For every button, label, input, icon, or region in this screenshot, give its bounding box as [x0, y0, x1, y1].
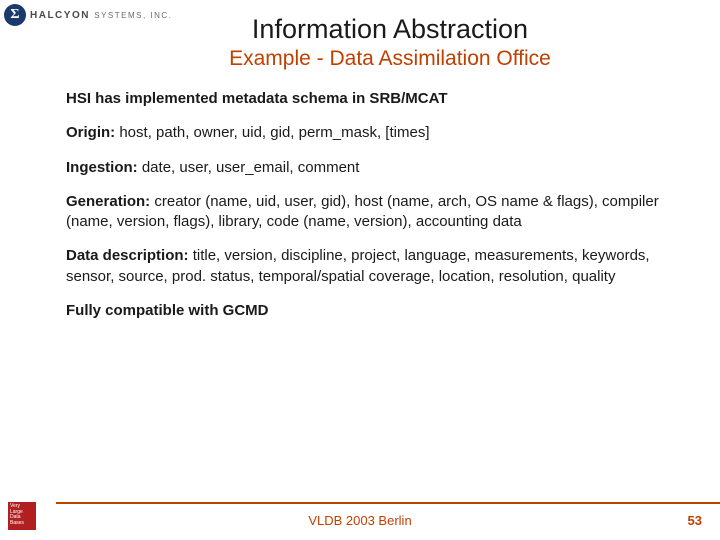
item-text: creator (name, uid, user, gid), host (na…	[66, 193, 659, 230]
list-item: Ingestion: date, user, user_email, comme…	[66, 158, 674, 178]
list-item: Data description: title, version, discip…	[66, 246, 674, 287]
logo-name: HALCYON	[30, 10, 90, 21]
slide-subtitle: Example - Data Assimilation Office	[60, 47, 720, 71]
list-item: HSI has implemented metadata schema in S…	[66, 89, 674, 109]
sigma-icon: Σ	[4, 4, 26, 26]
footer-text: VLDB 2003 Berlin	[0, 513, 720, 528]
item-label: Generation:	[66, 193, 150, 210]
item-label: Ingestion:	[66, 159, 138, 176]
page-number: 53	[688, 513, 702, 528]
item-label: Origin:	[66, 124, 115, 141]
list-item: Fully compatible with GCMD	[66, 301, 674, 321]
list-item: Generation: creator (name, uid, user, gi…	[66, 192, 674, 233]
company-logo: Σ HALCYON SYSTEMS, INC.	[4, 4, 172, 26]
footer-divider	[56, 502, 720, 504]
item-label: Data description:	[66, 247, 189, 264]
list-item: Origin: host, path, owner, uid, gid, per…	[66, 123, 674, 143]
content-area: HSI has implemented metadata schema in S…	[0, 71, 720, 321]
item-text: host, path, owner, uid, gid, perm_mask, …	[115, 124, 429, 141]
item-label: Fully compatible with GCMD	[66, 302, 269, 319]
logo-text: HALCYON SYSTEMS, INC.	[30, 10, 172, 21]
item-text: date, user, user_email, comment	[138, 159, 360, 176]
logo-suffix: SYSTEMS, INC.	[94, 11, 172, 20]
item-label: HSI has implemented metadata schema in S…	[66, 90, 447, 107]
